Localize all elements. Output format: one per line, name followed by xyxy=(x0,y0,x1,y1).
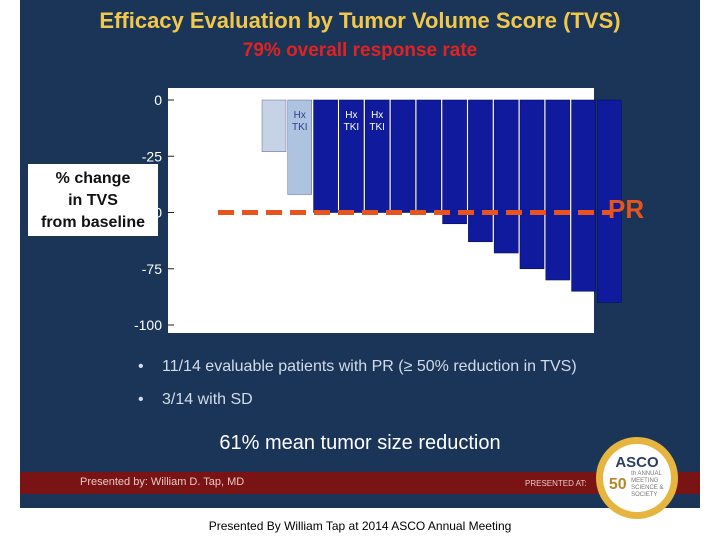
bar xyxy=(519,99,545,270)
bar xyxy=(313,99,338,213)
bullet-item: • 11/14 evaluable patients with PR (≥ 50%… xyxy=(138,358,577,376)
y-axis-label-line: in TVS xyxy=(68,192,118,209)
bar xyxy=(597,99,622,303)
y-tick-label: -75 xyxy=(142,261,162,277)
caption: Presented By William Tap at 2014 ASCO An… xyxy=(208,519,512,533)
asco-name: ASCO xyxy=(615,454,659,471)
bar xyxy=(442,99,467,225)
bar xyxy=(416,99,442,213)
bullet-text: 11/14 evaluable patients with PR (≥ 50% … xyxy=(162,358,577,375)
bar-annotation: TKI xyxy=(292,122,308,133)
bar-annotation: Hx xyxy=(345,110,357,121)
slide-subtitle: 79% overall response rate xyxy=(242,40,478,61)
bar-annotation: Hx xyxy=(371,110,383,121)
bar-annotation: Hx xyxy=(294,110,306,121)
bar xyxy=(287,99,312,195)
bullet-text: 3/14 with SD xyxy=(162,391,253,408)
presented-at-text: PRESENTED AT: xyxy=(525,479,587,488)
bar xyxy=(261,99,287,152)
slide-title: Efficacy Evaluation by Tumor Volume Scor… xyxy=(99,8,621,33)
asco-number: 50 xyxy=(608,476,627,494)
y-tick-label: -100 xyxy=(134,317,162,333)
bullet-item: • 3/14 with SD xyxy=(138,391,253,409)
pr-threshold-label: PR xyxy=(608,194,645,224)
bar xyxy=(390,99,416,213)
asco-subtitle: th ANNUAL MEETING SCIENCE & SOCIETY xyxy=(631,471,664,498)
bar-annotation: TKI xyxy=(369,122,385,133)
y-tick-label: -25 xyxy=(142,148,162,164)
y-axis-label-line: from baseline xyxy=(40,214,146,231)
presenter-text: Presented by: William D. Tap, MD xyxy=(80,476,245,488)
bar-annotation: TKI xyxy=(344,122,360,133)
y-axis-label-line: % change xyxy=(55,170,131,187)
bullet-dot: • xyxy=(138,358,144,375)
bullet-dot: • xyxy=(138,391,144,408)
bar xyxy=(571,99,596,292)
y-axis-label: % change in TVS from baseline xyxy=(28,164,158,236)
mean-reduction-text: 61% mean tumor size reduction xyxy=(219,432,501,454)
bar xyxy=(364,99,390,213)
y-tick-label: 0 xyxy=(154,92,162,108)
bar xyxy=(339,99,364,213)
asco-badge: ASCO 50 th ANNUAL MEETING SCIENCE & SOCI… xyxy=(596,437,678,519)
bar xyxy=(545,99,571,281)
bar xyxy=(468,99,493,243)
slide: Efficacy Evaluation by Tumor Volume Scor… xyxy=(20,0,700,519)
bar xyxy=(493,99,519,254)
asco-badge-inner: ASCO 50 th ANNUAL MEETING SCIENCE & SOCI… xyxy=(603,444,671,512)
footer-bar xyxy=(20,472,700,494)
